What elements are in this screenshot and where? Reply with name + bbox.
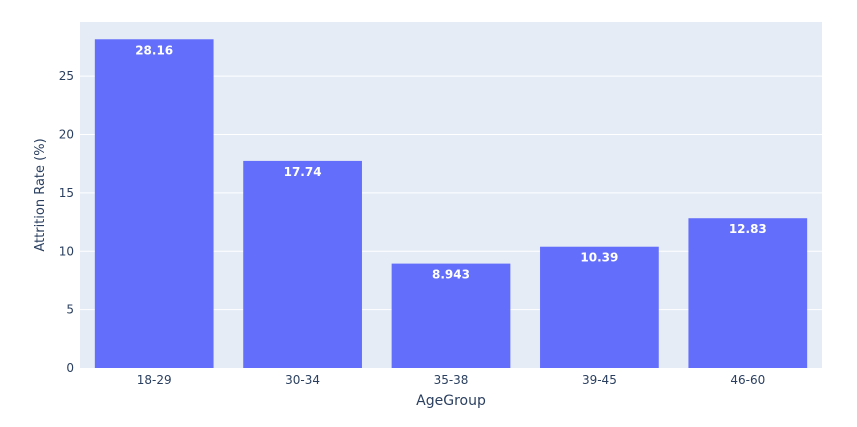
bar [243,160,362,368]
y-axis-title: Attrition Rate (%) [33,138,48,251]
y-tick-label: 5 [66,303,74,317]
x-tick-label: 18-29 [137,373,172,387]
x-tick-label: 39-45 [582,373,617,387]
bar [540,246,659,368]
x-axis-title: AgeGroup [416,393,486,409]
y-axis-ticks: 0 5 10 15 20 25 [59,69,74,375]
bar [688,218,808,368]
bar-value-label: 8.943 [432,268,470,282]
y-tick-label: 0 [66,361,74,375]
bar [94,39,214,369]
bars [94,39,808,369]
data-labels: 28.16 17.74 8.943 10.39 12.83 [135,43,767,281]
x-axis-ticks: 18-29 30-34 35-38 39-45 46-60 [137,373,765,387]
y-tick-label: 25 [59,69,74,83]
x-tick-label: 46-60 [730,373,765,387]
x-tick-label: 35-38 [434,373,469,387]
bar-value-label: 12.83 [729,222,767,236]
bar [391,263,511,368]
y-tick-label: 20 [59,128,74,142]
y-tick-label: 15 [59,186,74,200]
bar-value-label: 10.39 [580,251,618,265]
bar-value-label: 28.16 [135,43,173,57]
y-tick-label: 10 [59,244,74,258]
bar-value-label: 17.74 [284,165,322,179]
x-tick-label: 30-34 [285,373,320,387]
